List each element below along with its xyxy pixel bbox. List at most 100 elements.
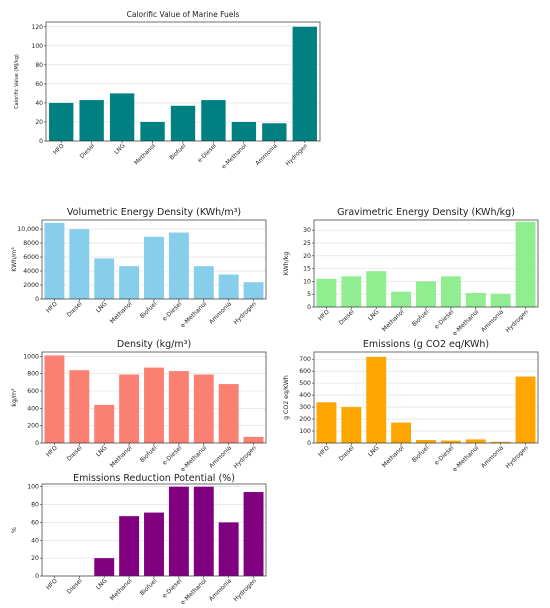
x-tick-label: Biofuel	[139, 300, 159, 320]
y-tick-label: 80	[31, 502, 39, 509]
x-tick-label: Hydrogen	[504, 444, 530, 470]
x-tick-label: HFO	[45, 444, 59, 458]
bar	[69, 370, 90, 443]
y-axis-label: Calorific Value (MJ/kg)	[14, 54, 20, 109]
bar	[44, 355, 65, 443]
x-tick-label: LNG	[95, 444, 109, 458]
y-axis-label: KWh/m³	[11, 247, 18, 272]
y-tick-label: 300	[299, 404, 311, 411]
y-tick-label: 10	[303, 278, 311, 285]
y-tick-label: 0	[307, 440, 311, 447]
x-tick-label: Methanol	[381, 444, 406, 469]
y-tick-label: 6000	[23, 254, 39, 261]
bar	[440, 440, 461, 443]
bar	[168, 232, 189, 299]
x-tick-label: e-Methanol	[179, 300, 208, 329]
x-tick-label: Hydrogen	[232, 444, 258, 470]
y-axis-label: KWh/kg	[283, 252, 290, 276]
y-tick-label: 400	[299, 392, 311, 399]
bar	[490, 441, 511, 443]
x-tick-label: Hydrogen	[285, 143, 309, 167]
y-tick-label: 5	[307, 291, 311, 298]
y-tick-label: 20	[303, 253, 311, 260]
y-tick-label: 100	[299, 428, 311, 435]
bar	[144, 512, 164, 576]
chart-title: Density (kg/m³)	[117, 339, 191, 350]
x-tick-label: HFO	[45, 577, 59, 591]
y-tick-label: 200	[27, 423, 39, 430]
y-tick-label: 0	[307, 304, 311, 311]
y-tick-label: 100	[32, 43, 44, 50]
bar	[341, 407, 362, 443]
chart-title: Volumetric Energy Density (KWh/m³)	[67, 207, 241, 218]
y-axis-label: g CO2 eq/KWh	[283, 375, 290, 420]
x-tick-label: e-Diesel	[161, 300, 183, 322]
x-tick-label: Biofuel	[139, 444, 159, 464]
x-tick-label: e-Diesel	[433, 308, 455, 330]
x-tick-label: Ammonia	[480, 308, 505, 333]
x-tick-label: LNG	[95, 577, 109, 591]
bar	[94, 258, 115, 299]
bar	[193, 374, 214, 443]
x-tick-label: HFO	[53, 143, 66, 156]
bar	[515, 376, 536, 443]
x-tick-label: Methanol	[109, 577, 134, 602]
y-tick-label: 25	[303, 240, 311, 247]
y-tick-label: 4000	[23, 268, 39, 275]
x-tick-label: Hydrogen	[232, 300, 258, 326]
x-tick-label: e-Methanol	[179, 444, 208, 473]
x-tick-label: Diesel	[66, 444, 84, 462]
x-tick-label: e-Diesel	[161, 444, 183, 466]
bar	[515, 221, 536, 307]
y-tick-label: 20	[31, 555, 39, 562]
bar	[465, 439, 486, 443]
y-tick-label: 0	[35, 573, 39, 580]
bar	[316, 402, 337, 443]
x-tick-label: e-Methanol	[451, 308, 480, 337]
y-tick-label: 8000	[23, 240, 39, 247]
y-tick-label: 10,000	[17, 226, 39, 233]
bar	[168, 371, 189, 443]
chart-title: Gravimetric Energy Density (KWh/kg)	[337, 207, 515, 218]
chart-5: 0 100 200 300 400 500 600 700 HFO Diesel LNG Methan…	[283, 339, 539, 473]
bar	[119, 516, 140, 576]
x-tick-label: Diesel	[338, 308, 356, 326]
x-tick-label: LNG	[367, 444, 381, 458]
y-tick-label: 0	[39, 138, 43, 145]
y-axis-label: kg/m³	[11, 388, 18, 407]
chart-4: 0 200 400 600 800 1000 HFO Diesel LNG Methanol Bio…	[11, 339, 267, 473]
bar	[218, 384, 239, 443]
y-tick-label: 40	[35, 100, 43, 107]
x-tick-label: Ammonia	[480, 444, 505, 469]
bar	[144, 367, 164, 443]
y-axis-label: %	[11, 527, 18, 533]
x-tick-label: Ammonia	[255, 143, 279, 167]
bar	[201, 100, 226, 141]
x-tick-label: Hydrogen	[504, 308, 530, 334]
bar	[140, 121, 165, 141]
x-tick-label: e-Diesel	[197, 143, 218, 164]
chart-1: 0 20 40 60 80 100 120 HFO Diesel LNG Methanol Biofu…	[14, 10, 321, 171]
bar	[243, 282, 264, 299]
bar	[109, 93, 135, 141]
y-tick-label: 200	[299, 416, 311, 423]
bar	[170, 105, 196, 141]
y-tick-label: 30	[303, 227, 311, 234]
y-tick-label: 100	[27, 484, 39, 491]
x-tick-label: Biofuel	[139, 577, 159, 597]
chart-title: Emissions Reduction Potential (%)	[73, 473, 235, 484]
x-tick-label: e-Methanol	[451, 444, 480, 473]
x-tick-label: LNG	[95, 300, 109, 314]
bar	[119, 266, 140, 299]
y-tick-label: 600	[299, 368, 311, 375]
bar	[94, 404, 115, 443]
x-tick-label: HFO	[317, 444, 331, 458]
y-tick-label: 600	[27, 388, 39, 395]
x-tick-label: Ammonia	[208, 444, 233, 469]
y-tick-label: 60	[31, 519, 39, 526]
x-tick-label: e-Methanol	[179, 577, 208, 606]
x-tick-label: e-Methanol	[221, 143, 249, 171]
y-tick-label: 0	[35, 296, 39, 303]
bar	[490, 293, 511, 307]
